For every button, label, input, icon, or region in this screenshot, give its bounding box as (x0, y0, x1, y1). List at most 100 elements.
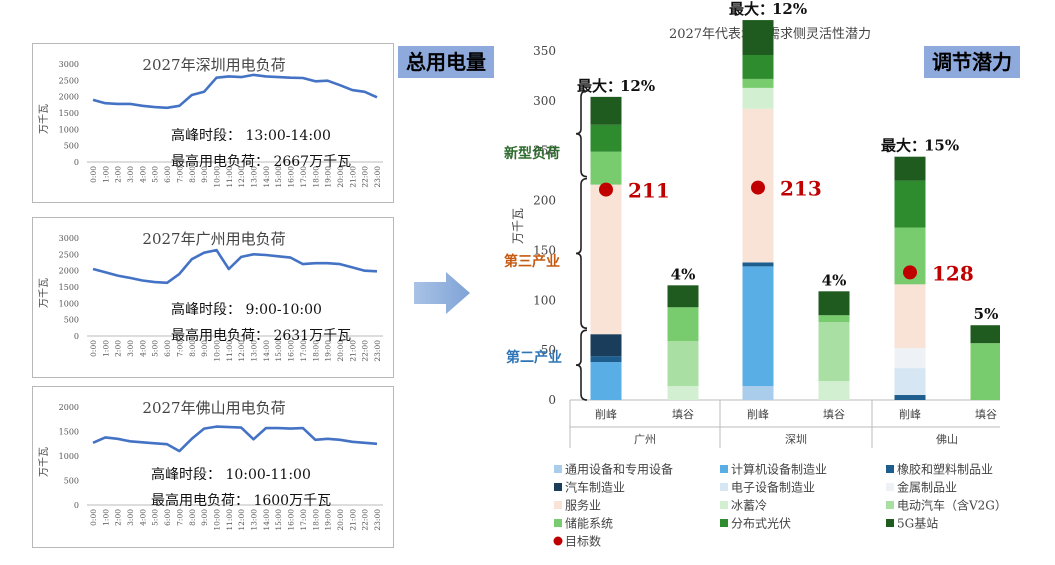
y-tick-label: 50 (541, 343, 556, 357)
bar-segment (667, 285, 699, 308)
x-tick-label: 10:00 (212, 166, 221, 188)
legend-swatch (554, 483, 562, 491)
x-tick-label: 18:00 (311, 509, 320, 531)
y-tick-label: 2000 (59, 93, 79, 102)
x-tick-label: 16:00 (287, 509, 296, 531)
brace (575, 177, 588, 330)
bar-segment (894, 395, 926, 400)
x-tick-label: 11:00 (225, 340, 234, 362)
x-tick-label: 22:00 (361, 509, 370, 531)
legend-swatch (720, 465, 728, 473)
x-tick-label: 1:00 (101, 509, 110, 526)
x-tick-label: 13:00 (250, 166, 259, 188)
bar-segment (742, 78, 774, 88)
y-tick-label: 2000 (59, 403, 79, 412)
x-tick-label: 12:00 (237, 166, 246, 188)
x-tick-label: 12:00 (237, 340, 246, 362)
bar-segment (818, 381, 850, 400)
x-tick-label: 3:00 (126, 509, 135, 526)
x-tick-label: 22:00 (361, 340, 370, 362)
regulation-potential-tag: 调节潜力 (924, 46, 1020, 78)
y-tick-label: 2500 (59, 250, 79, 259)
bar-segment (590, 151, 622, 185)
bar-segment (742, 262, 774, 267)
x-tick-label: 21:00 (348, 166, 357, 188)
x-tick-label: 8:00 (188, 509, 197, 526)
peak-period-text: 高峰时段： 13:00-14:00 (171, 127, 331, 144)
y-axis-label: 万千瓦 (511, 208, 525, 244)
y-tick-label: 350 (533, 44, 556, 58)
x-tick-label: 18:00 (311, 340, 320, 362)
x-tick-label: 8:00 (188, 340, 197, 357)
bar-segment (742, 87, 774, 109)
y-tick-label: 0 (74, 501, 79, 510)
x-tick-label: 9:00 (200, 340, 209, 357)
legend-swatch (720, 483, 728, 491)
y-tick-label: 250 (533, 144, 556, 158)
target-value-label: 128 (932, 261, 974, 285)
y-tick-label: 0 (548, 393, 556, 407)
guangzhou-load-panel: 2027年广州用电负荷 万千瓦 0 500 1000 1500 2000 2500 3000 0:… (32, 217, 394, 378)
x-tick-label: 15:00 (274, 509, 283, 531)
x-tick-label: 16:00 (287, 166, 296, 188)
x-tick-label: 11:00 (225, 509, 234, 531)
x-tick-label: 0:00 (89, 340, 98, 357)
max-label-prefix: 最大： (729, 0, 774, 18)
x-tick-label: 12:00 (237, 509, 246, 531)
load-chart-title: 2027年深圳用电负荷 (142, 56, 285, 74)
bar-segment (742, 54, 774, 79)
x-tick-label: 14:00 (262, 340, 271, 362)
x-tick-label: 4:00 (138, 166, 147, 183)
x-tick-label: 6:00 (163, 166, 172, 183)
x-tick-label: 13:00 (250, 509, 259, 531)
max-percent-label: 15% (924, 137, 959, 155)
bar-segment (894, 180, 926, 228)
bar-segment (970, 325, 1000, 344)
bar-segment (894, 156, 926, 181)
right-arrow-icon (414, 272, 470, 314)
x-tick-label: 2:00 (114, 509, 123, 526)
foshan-load-panel: 2027年佛山用电负荷 万千瓦 0 500 1000 1500 2000 0:00 1:00 2:… (32, 386, 394, 548)
x-tick-label: 17:00 (299, 166, 308, 188)
y-tick-label: 200 (533, 194, 556, 208)
target-marker (599, 182, 613, 197)
brace-label-tertiary: 第三产业 (504, 253, 560, 270)
y-axis-label: 万千瓦 (38, 447, 50, 477)
target-marker (751, 180, 765, 195)
sub-category-label: 填谷 (672, 407, 694, 421)
legend-swatch (886, 519, 894, 527)
sub-category-label: 削峰 (595, 407, 617, 421)
x-tick-label: 9:00 (200, 166, 209, 183)
x-tick-label: 5:00 (151, 166, 160, 183)
legend-label: 5G基站 (897, 517, 938, 531)
x-tick-label: 7:00 (175, 340, 184, 357)
x-tick-label: 3:00 (126, 340, 135, 357)
bar-segment (742, 266, 774, 387)
x-tick-label: 18:00 (311, 166, 320, 188)
legend-swatch (554, 465, 562, 473)
x-tick-label: 1:00 (101, 340, 110, 357)
legend-swatch (720, 519, 728, 527)
x-tick-label: 14:00 (262, 509, 271, 531)
legend-label: 冰蓄冷 (731, 499, 767, 513)
legend-swatch (554, 519, 562, 527)
x-tick-label: 14:00 (262, 166, 271, 188)
valley-percent-label: 4% (822, 271, 847, 289)
bar-segment (590, 356, 622, 363)
target-marker (903, 265, 917, 280)
legend-label: 目标数 (565, 534, 601, 549)
legend-label: 金属制品业 (897, 480, 957, 495)
x-tick-label: 23:00 (373, 166, 382, 188)
x-tick-label: 6:00 (163, 509, 172, 526)
target-value-label: 211 (628, 179, 670, 203)
bar-segment (818, 315, 850, 323)
x-tick-label: 11:00 (225, 166, 234, 188)
x-tick-label: 6:00 (163, 340, 172, 357)
brace (575, 90, 588, 178)
bar-segment (590, 334, 622, 357)
bar-segment (894, 284, 926, 349)
load-chart-title: 2027年广州用电负荷 (142, 230, 285, 248)
peak-period-text: 高峰时段： 10:00-11:00 (151, 466, 311, 483)
x-tick-label: 10:00 (212, 509, 221, 531)
